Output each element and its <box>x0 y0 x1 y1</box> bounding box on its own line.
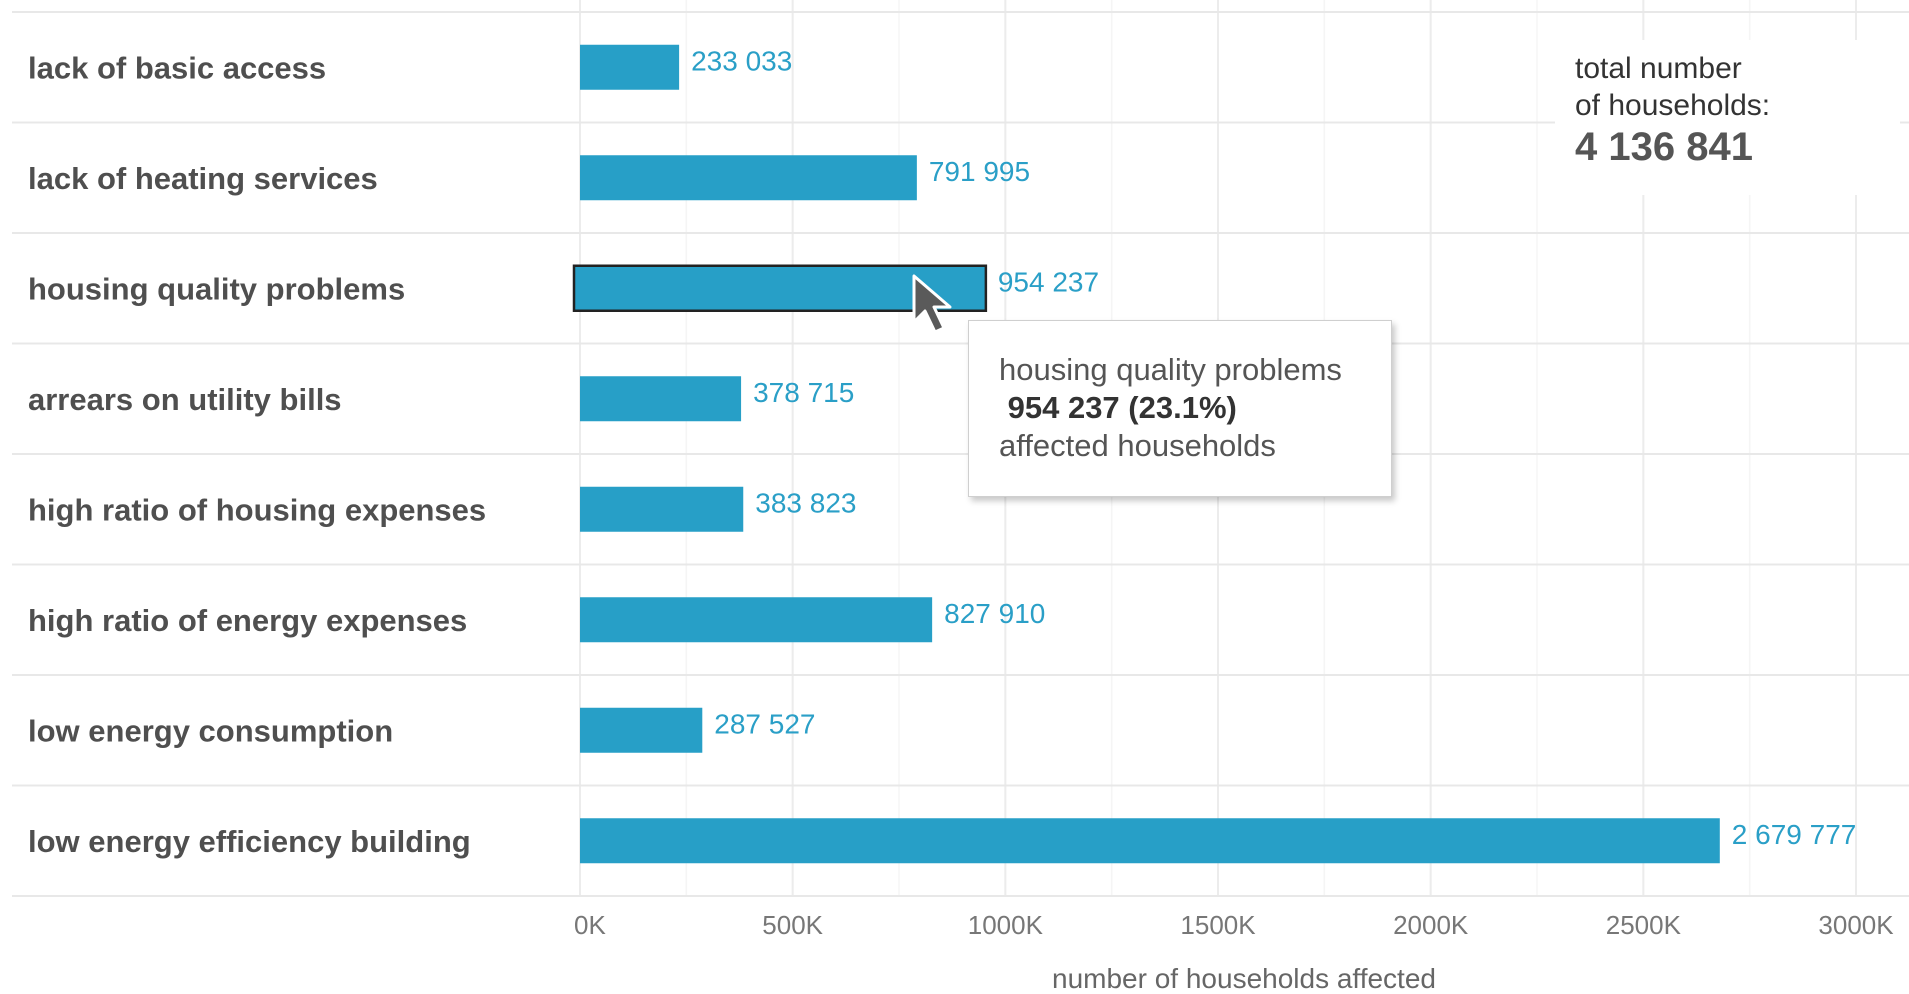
tooltip-value: 954 237 (23.1%) <box>999 390 1237 425</box>
x-tick-label: 0K <box>574 910 606 940</box>
x-axis-title: number of households affected <box>1052 963 1436 994</box>
tooltip-suffix: affected households <box>999 428 1276 463</box>
tooltip-category: housing quality problems <box>999 352 1342 387</box>
value-label: 791 995 <box>929 156 1030 187</box>
category-label: lack of basic access <box>28 50 326 85</box>
x-tick-label: 3000K <box>1818 910 1894 940</box>
total-households-value: 4 136 841 <box>1575 125 1753 169</box>
row-separators <box>12 11 1909 897</box>
x-tick-label: 1000K <box>968 910 1044 940</box>
bar[interactable] <box>580 376 742 422</box>
total-households-box: total number of households: 4 136 841 <box>1555 40 1900 195</box>
bar[interactable] <box>580 155 917 201</box>
bar[interactable] <box>580 597 933 643</box>
value-label: 378 715 <box>753 377 854 408</box>
x-tick-label: 1500K <box>1180 910 1256 940</box>
bar[interactable] <box>580 818 1720 864</box>
category-label: low energy consumption <box>28 713 393 748</box>
category-label: low energy efficiency building <box>28 824 471 859</box>
category-label: housing quality problems <box>28 271 405 306</box>
total-label-line2: of households: <box>1575 89 1771 122</box>
bar[interactable] <box>580 486 744 532</box>
category-labels: lack of basic access lack of heating serv… <box>28 50 486 859</box>
category-label: high ratio of housing expenses <box>28 492 486 527</box>
arrow-pointer-icon <box>912 274 952 334</box>
value-label: 2 679 777 <box>1732 819 1857 850</box>
x-tick-label: 2000K <box>1393 910 1469 940</box>
value-label: 233 033 <box>691 45 792 76</box>
value-label: 287 527 <box>714 708 815 739</box>
x-tick-label: 2500K <box>1606 910 1682 940</box>
bar[interactable] <box>580 707 703 753</box>
total-label-line1: total number <box>1575 52 1742 85</box>
x-tick-labels: 0K 500K 1000K 1500K 2000K 2500K 3000K <box>574 910 1894 940</box>
category-label: arrears on utility bills <box>28 382 342 417</box>
bar[interactable] <box>580 44 680 90</box>
value-label: 954 237 <box>998 266 1099 297</box>
value-labels: 233 033 791 995 954 237 378 715 383 823 827 9… <box>691 45 1856 850</box>
bar-tooltip: housing quality problems 954 237 (23.1%)… <box>968 320 1392 497</box>
value-label: 383 823 <box>755 487 856 518</box>
x-tick-label: 500K <box>762 910 823 940</box>
category-label: high ratio of energy expenses <box>28 603 467 638</box>
value-label: 827 910 <box>944 598 1045 629</box>
category-label: lack of heating services <box>28 161 378 196</box>
